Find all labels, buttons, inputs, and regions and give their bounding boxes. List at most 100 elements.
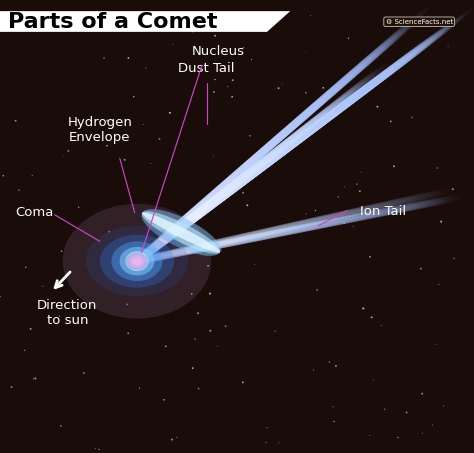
Point [222,323,229,330]
Ellipse shape [277,109,339,156]
Ellipse shape [189,210,201,221]
Ellipse shape [218,169,243,191]
Ellipse shape [227,175,246,191]
Ellipse shape [292,115,323,140]
Ellipse shape [155,253,158,260]
Point [239,14,246,21]
Ellipse shape [157,238,165,246]
Ellipse shape [223,166,263,197]
Ellipse shape [351,207,362,216]
Ellipse shape [255,128,291,159]
Ellipse shape [132,257,142,265]
Point [272,328,279,335]
Ellipse shape [207,183,241,208]
Ellipse shape [309,222,324,230]
Ellipse shape [381,207,401,215]
Ellipse shape [304,218,314,226]
Ellipse shape [393,198,406,206]
Ellipse shape [179,219,190,229]
Ellipse shape [262,120,299,153]
Ellipse shape [276,228,289,236]
Ellipse shape [226,164,266,195]
Ellipse shape [214,239,219,247]
Ellipse shape [204,243,211,251]
Ellipse shape [278,127,307,150]
Ellipse shape [252,152,275,171]
Ellipse shape [181,211,204,229]
Ellipse shape [222,179,241,194]
Ellipse shape [357,25,451,96]
Ellipse shape [225,237,230,245]
Point [210,88,218,96]
Ellipse shape [210,178,233,198]
Ellipse shape [246,138,279,167]
Ellipse shape [296,111,328,136]
Ellipse shape [385,206,405,214]
Ellipse shape [269,118,327,162]
Ellipse shape [266,120,324,164]
Point [218,247,226,255]
Ellipse shape [209,179,231,199]
Point [387,118,394,125]
Ellipse shape [143,250,152,258]
Ellipse shape [159,233,169,242]
Ellipse shape [283,97,326,135]
Point [246,132,254,140]
Point [263,424,271,431]
Ellipse shape [147,246,155,253]
Ellipse shape [241,233,248,241]
Ellipse shape [232,153,262,178]
Point [188,290,196,298]
Ellipse shape [153,254,157,261]
Ellipse shape [306,78,380,134]
Ellipse shape [182,209,205,228]
Ellipse shape [327,57,409,119]
Point [217,246,225,253]
Ellipse shape [177,215,199,231]
Ellipse shape [355,207,366,215]
Ellipse shape [206,243,213,251]
Ellipse shape [257,147,282,167]
Ellipse shape [337,45,424,111]
Ellipse shape [284,95,328,133]
Ellipse shape [174,223,185,232]
Ellipse shape [273,226,281,234]
Ellipse shape [239,150,285,185]
Ellipse shape [210,242,218,250]
Ellipse shape [303,104,337,130]
Point [139,121,147,128]
Ellipse shape [294,221,303,229]
Point [301,48,309,55]
Ellipse shape [192,246,199,254]
Ellipse shape [273,107,314,143]
Text: Nucleus: Nucleus [192,45,245,58]
Ellipse shape [157,235,172,246]
Ellipse shape [189,245,193,253]
Ellipse shape [130,255,144,267]
Ellipse shape [336,211,346,219]
Ellipse shape [315,62,367,107]
Ellipse shape [136,257,138,265]
Ellipse shape [256,232,268,241]
Ellipse shape [349,208,360,216]
Ellipse shape [182,208,198,222]
Ellipse shape [246,234,257,242]
Ellipse shape [176,248,180,256]
Ellipse shape [258,229,265,237]
Ellipse shape [327,48,382,96]
Ellipse shape [180,212,202,230]
Point [334,193,342,201]
Point [57,422,64,429]
Point [251,261,258,268]
Ellipse shape [323,214,334,222]
Ellipse shape [290,222,298,230]
Ellipse shape [256,148,280,168]
Ellipse shape [316,68,393,127]
Ellipse shape [233,156,276,189]
Ellipse shape [163,230,178,242]
Ellipse shape [313,63,365,108]
Ellipse shape [248,140,299,178]
Ellipse shape [259,145,283,166]
Ellipse shape [264,140,290,161]
Point [302,89,310,96]
